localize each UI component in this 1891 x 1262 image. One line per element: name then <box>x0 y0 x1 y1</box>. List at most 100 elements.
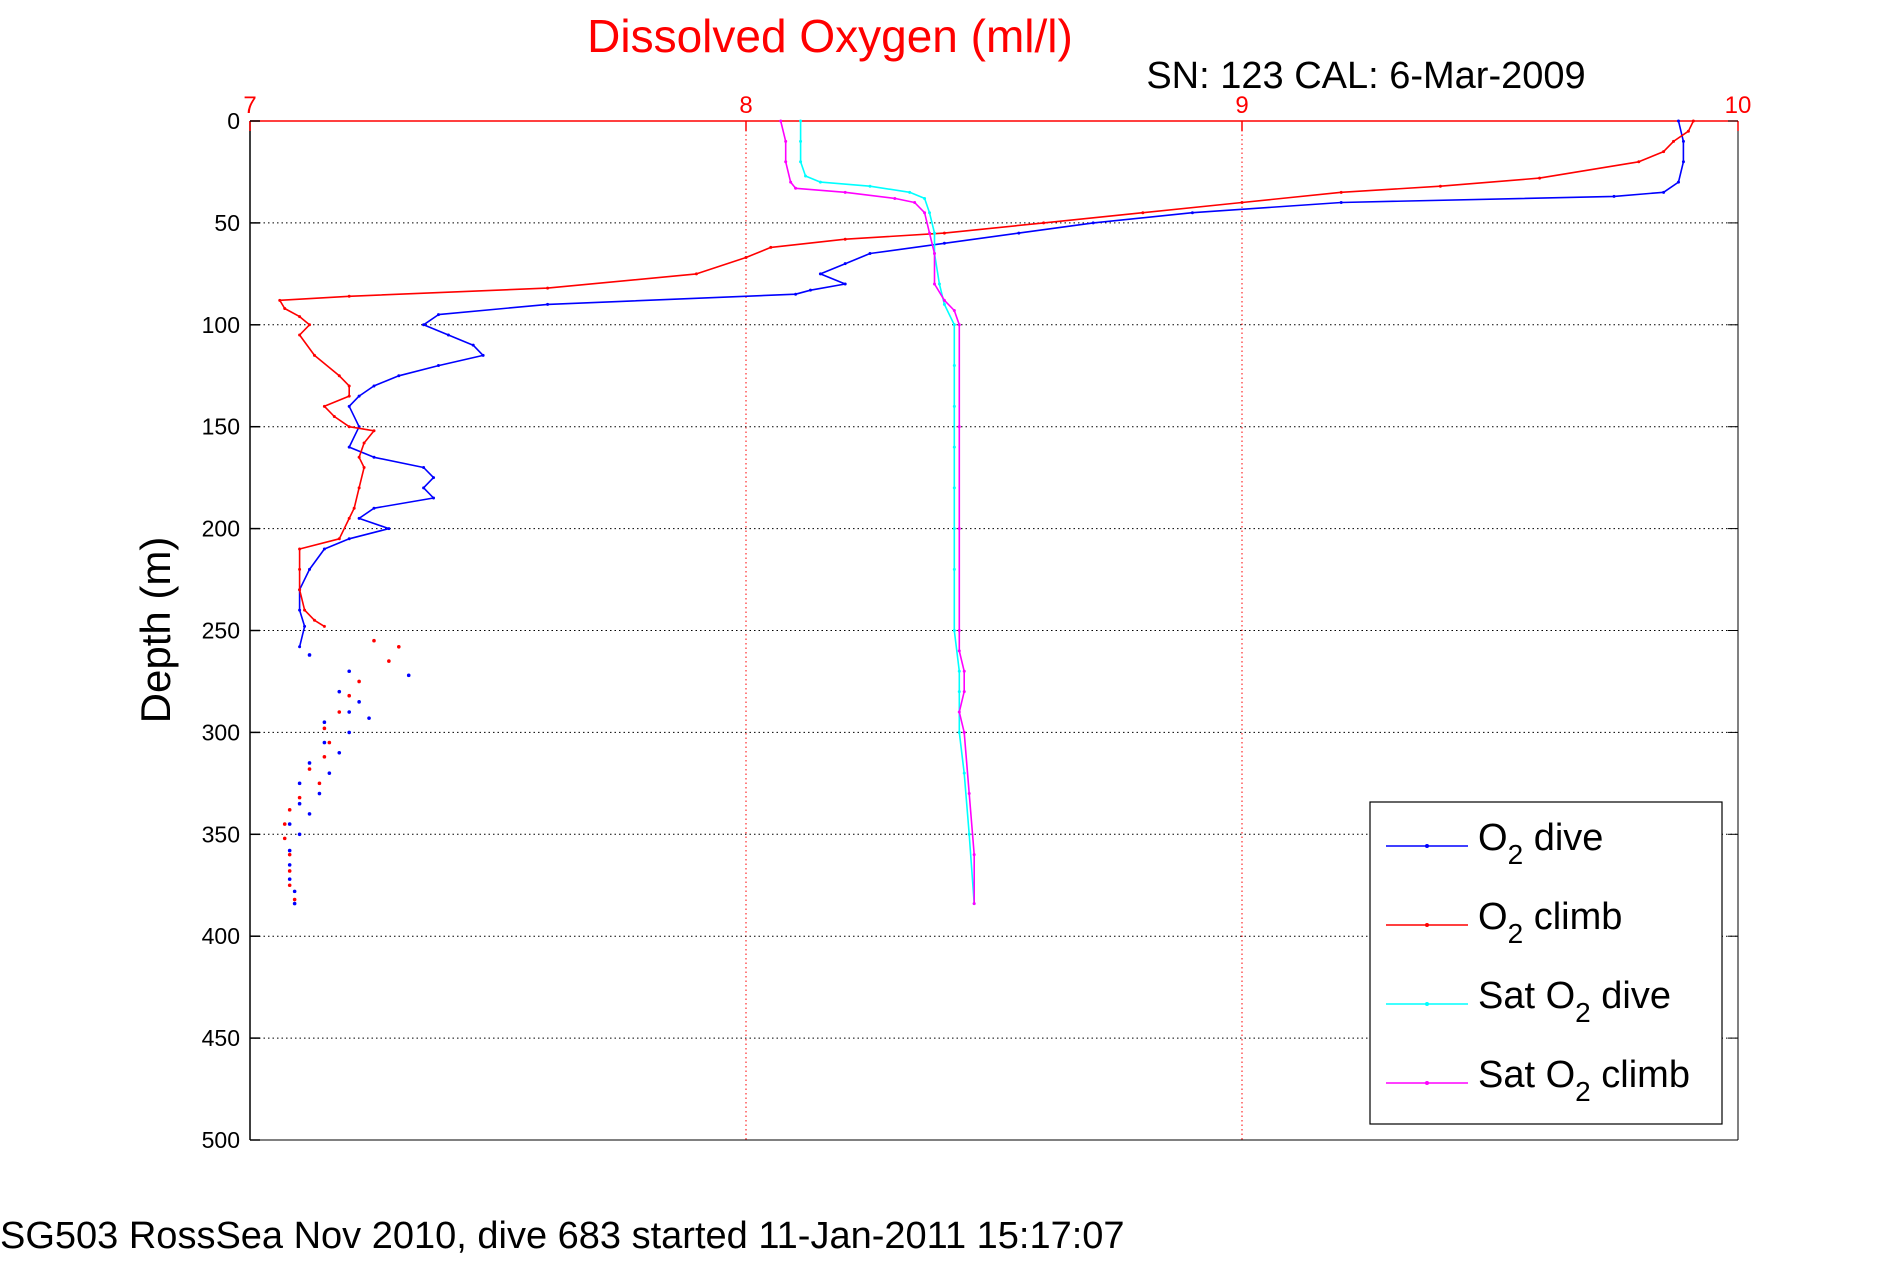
y-tick-label: 50 <box>214 210 240 236</box>
scatter-point-o2-dive <box>357 700 361 704</box>
scatter-point-o2-dive <box>337 750 342 755</box>
legend-marker-o2-climb <box>1425 923 1429 927</box>
scatter-point-o2-dive <box>367 716 371 720</box>
data-point-sat-o2-dive <box>799 139 803 143</box>
data-point-o2-climb <box>298 547 302 551</box>
x-tick-label: 8 <box>739 92 752 119</box>
data-point-o2-dive <box>1681 160 1685 164</box>
data-point-o2-dive <box>357 394 361 398</box>
data-point-o2-dive <box>446 333 450 337</box>
scatter-point-o2-climb <box>297 795 302 800</box>
data-point-o2-climb <box>332 415 336 419</box>
data-point-sat-o2-climb <box>928 231 932 235</box>
data-point-o2-climb <box>769 245 773 249</box>
data-point-o2-dive <box>387 527 391 531</box>
data-point-o2-dive <box>372 506 376 510</box>
data-point-sat-o2-climb <box>972 902 976 906</box>
x-tick-label: 10 <box>1725 92 1752 119</box>
data-point-sat-o2-climb <box>962 690 966 694</box>
chart-subtitle: SN: 123 CAL: 6-Mar-2009 <box>1146 55 1585 97</box>
scatter-point-o2-dive <box>347 710 352 714</box>
data-point-o2-climb <box>1042 221 1046 225</box>
data-point-o2-climb <box>322 624 326 628</box>
legend: O2 dive O2 climb Sat O2 dive Sat O2 climb <box>1369 801 1723 1125</box>
data-point-o2-climb <box>347 425 351 429</box>
data-point-o2-dive <box>471 343 475 347</box>
scatter-point-o2-dive <box>406 673 411 678</box>
y-tick-label: 300 <box>202 719 240 745</box>
data-point-o2-climb <box>372 429 376 433</box>
scatter-point-o2-dive <box>287 863 292 867</box>
y-tick-label: 400 <box>202 923 240 949</box>
data-point-sat-o2-dive <box>957 669 961 673</box>
scatter-point-o2-climb <box>337 710 342 714</box>
data-point-sat-o2-climb <box>972 853 976 857</box>
data-point-o2-climb <box>942 231 946 235</box>
series-o2-climb <box>278 119 1695 902</box>
data-point-o2-dive <box>372 455 376 459</box>
data-point-o2-climb <box>843 237 847 241</box>
data-point-o2-dive <box>1190 211 1194 215</box>
scatter-point-o2-climb <box>327 740 332 745</box>
data-point-o2-dive <box>436 313 440 317</box>
scatter-point-o2-climb <box>282 836 287 841</box>
data-point-o2-climb <box>1339 190 1343 194</box>
data-point-sat-o2-dive <box>908 190 912 194</box>
data-point-sat-o2-climb <box>843 190 847 194</box>
data-point-o2-dive <box>298 645 302 649</box>
data-point-sat-o2-climb <box>957 323 961 327</box>
data-point-sat-o2-climb <box>893 196 897 200</box>
scatter-point-o2-climb <box>317 781 322 786</box>
scatter-point-o2-climb <box>347 693 352 698</box>
data-point-o2-dive <box>436 364 440 368</box>
data-point-sat-o2-climb <box>962 669 966 673</box>
data-point-o2-dive <box>818 272 822 276</box>
scatter-point-o2-dive <box>287 877 292 881</box>
scatter-point-o2-dive <box>292 889 297 894</box>
data-point-o2-dive <box>481 353 485 357</box>
data-point-sat-o2-dive <box>952 323 956 327</box>
series-sat-o2-dive <box>799 119 976 906</box>
data-point-o2-dive <box>1676 119 1680 123</box>
data-point-sat-o2-dive <box>952 445 956 449</box>
y-axis-label: Depth (m) <box>132 537 179 724</box>
data-point-o2-climb <box>352 506 356 510</box>
data-point-o2-climb <box>362 441 366 445</box>
series-line-o2-climb <box>279 120 1695 628</box>
data-point-sat-o2-climb <box>952 309 956 313</box>
data-point-o2-dive <box>843 282 847 286</box>
data-point-o2-dive <box>808 288 812 292</box>
scatter-point-o2-climb <box>372 638 376 643</box>
scatter-point-o2-climb <box>287 883 292 888</box>
data-point-o2-climb <box>337 374 341 378</box>
scatter-point-o2-dive <box>287 822 292 826</box>
y-tick-label: 150 <box>202 414 240 440</box>
data-point-sat-o2-climb <box>957 629 961 632</box>
data-point-sat-o2-dive <box>952 486 956 490</box>
data-point-o2-dive <box>1676 180 1680 184</box>
scatter-point-o2-dive <box>317 791 322 796</box>
dive-info-footer: SG503 RossSea Nov 2010, dive 683 started… <box>0 1215 1125 1257</box>
data-point-o2-climb <box>1240 201 1244 205</box>
data-point-o2-climb <box>303 608 307 612</box>
scatter-point-o2-dive <box>322 740 327 745</box>
data-point-o2-dive <box>1091 221 1095 225</box>
data-point-sat-o2-dive <box>868 184 872 188</box>
legend-marker-o2-dive <box>1425 844 1429 848</box>
data-point-sat-o2-dive <box>952 567 956 571</box>
legend-label-o2-climb: O2 climb <box>1478 896 1622 949</box>
y-tick-label: 500 <box>202 1127 240 1153</box>
scatter-point-o2-climb <box>397 645 401 649</box>
scatter-point-o2-dive <box>292 901 297 906</box>
data-point-o2-climb <box>1686 129 1690 133</box>
data-point-o2-dive <box>347 537 351 541</box>
data-point-o2-climb <box>1662 150 1666 154</box>
data-point-sat-o2-climb <box>779 119 783 123</box>
data-point-o2-dive <box>298 608 302 612</box>
data-point-o2-climb <box>1538 176 1542 180</box>
scatter-point-o2-climb <box>322 755 327 759</box>
data-point-o2-dive <box>1017 231 1021 235</box>
data-point-sat-o2-dive <box>937 282 941 286</box>
